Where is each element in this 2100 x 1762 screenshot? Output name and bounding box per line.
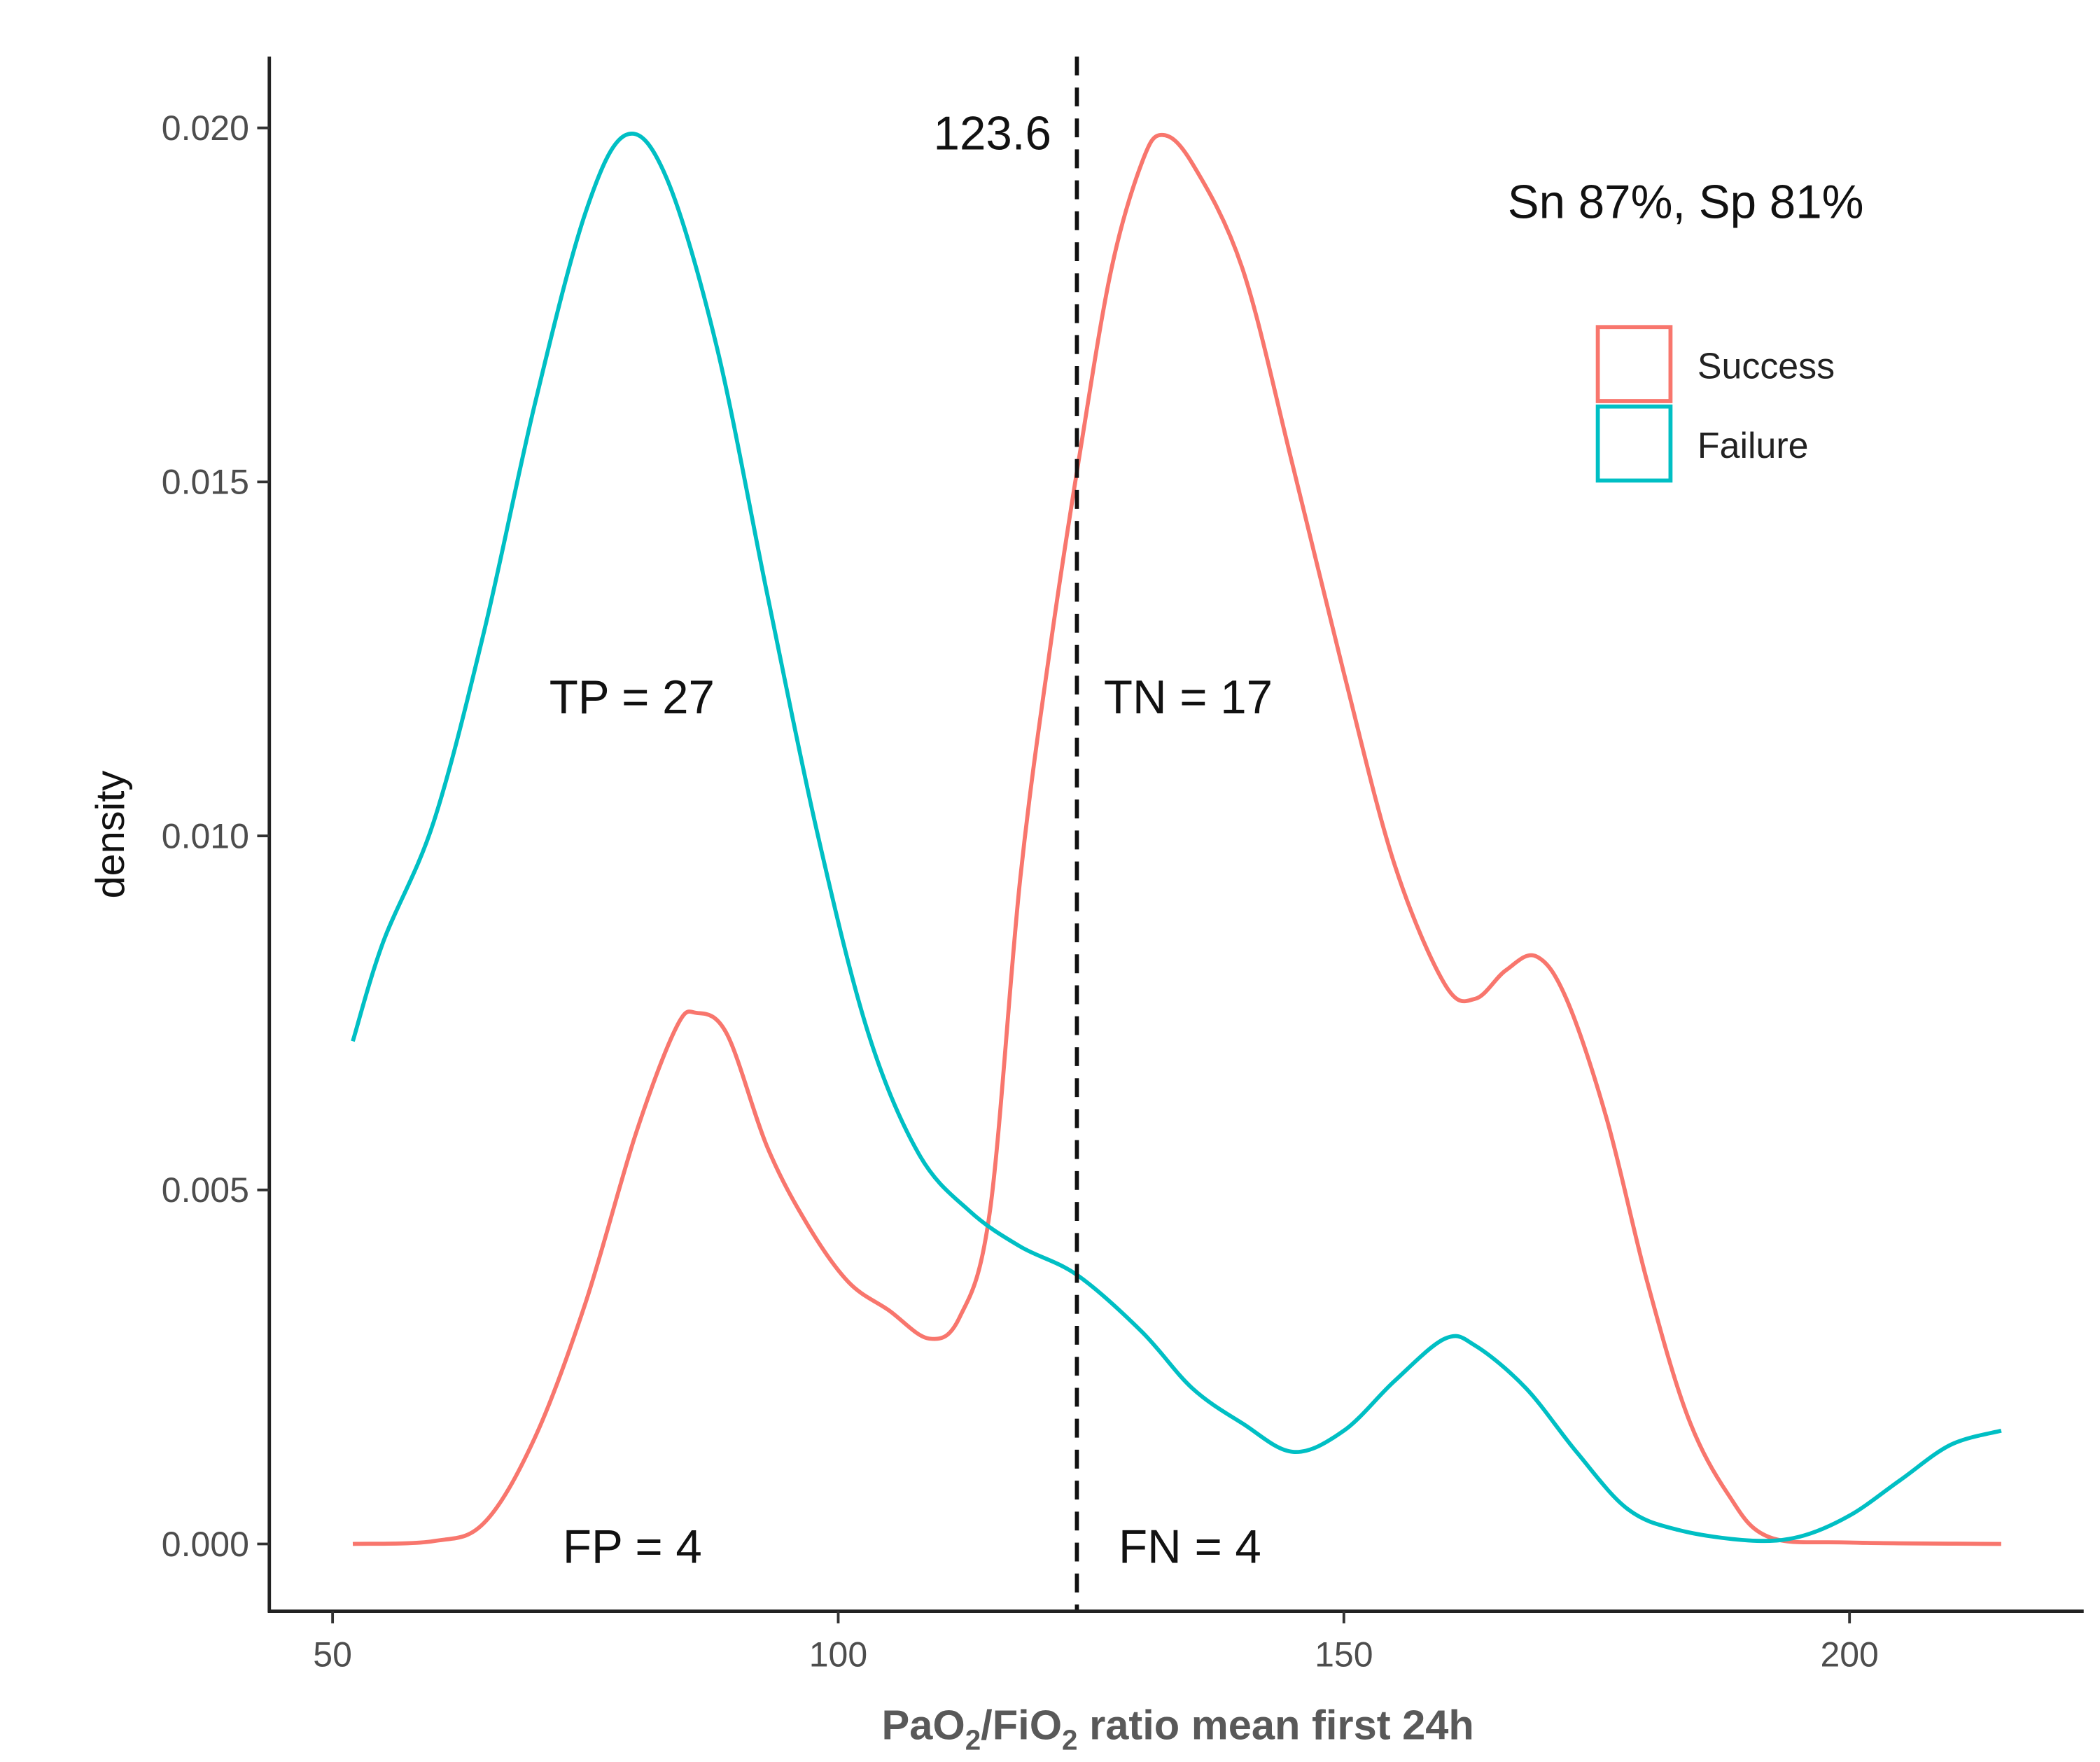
x-axis-label: PaO2/FiO2 ratio mean first 24h [881,1701,1474,1756]
cutoff-label: 123.6 [934,107,1051,160]
fp-annotation: FP = 4 [563,1520,702,1573]
x-tick-label: 50 [313,1635,352,1674]
tn-annotation: TN = 17 [1104,671,1273,724]
density-curve-failure [351,132,2002,1544]
tp-annotation: TP = 27 [550,671,715,724]
legend-label-success: Success [1698,346,1835,386]
x-tick-label: 200 [1820,1635,1878,1674]
density-curve-success [352,132,2001,1546]
legend: Success Failure [1595,325,1835,483]
metrics-annotation: Sn 87%, Sp 81% [1508,176,1864,229]
legend-key-success [1595,325,1673,403]
x-label-subscript: 2 [965,1724,981,1756]
y-tick-label: 0.015 [162,463,249,502]
y-axis-ticks: 0.000 0.005 0.010 0.015 0.020 [162,109,270,1564]
y-tick-label: 0.020 [162,109,249,148]
x-label-part: PaO [881,1701,965,1748]
y-tick-label: 0.005 [162,1170,249,1210]
y-tick-label: 0.000 [162,1525,249,1564]
y-tick-label: 0.010 [162,816,249,855]
x-label-part: ratio mean first 24h [1078,1701,1474,1748]
x-tick-label: 150 [1315,1635,1373,1674]
y-axis-label: density [88,771,133,899]
fn-annotation: FN = 4 [1119,1520,1261,1573]
x-label-subscript: 2 [1062,1724,1077,1756]
x-label-part: /FiO [981,1701,1062,1748]
x-axis-ticks: 50 100 150 200 [313,1611,1879,1674]
legend-key-failure [1595,404,1673,483]
legend-label-failure: Failure [1698,426,1809,466]
x-tick-label: 100 [809,1635,867,1674]
density-curves [351,132,2002,1546]
